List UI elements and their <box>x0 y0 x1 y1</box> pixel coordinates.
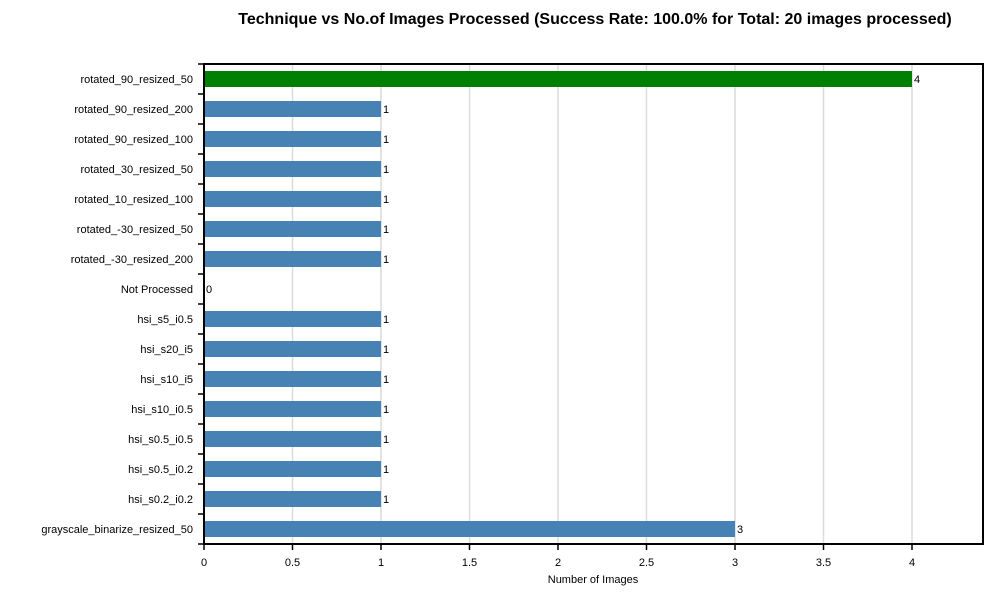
category-label: rotated_-30_resized_200 <box>71 254 193 266</box>
category-label: rotated_10_resized_100 <box>74 194 193 206</box>
x-tick-label: 1.5 <box>462 557 477 569</box>
x-axis-title: Number of Images <box>548 574 639 586</box>
value-label: 1 <box>383 374 389 386</box>
value-label: 1 <box>383 314 389 326</box>
bar <box>204 521 735 537</box>
x-tick-label: 2.5 <box>639 557 654 569</box>
value-label: 1 <box>383 254 389 266</box>
value-label: 0 <box>206 284 212 296</box>
x-tick-label: 3 <box>732 557 738 569</box>
bar <box>204 191 381 207</box>
bar <box>204 401 381 417</box>
category-label: hsi_s20_i5 <box>140 344 193 356</box>
category-label: hsi_s0.2_i0.2 <box>128 494 193 506</box>
category-label: hsi_s10_i0.5 <box>131 404 193 416</box>
value-label: 1 <box>383 344 389 356</box>
x-tick-label: 4 <box>909 557 915 569</box>
bars: 4 1 1 1 1 1 1 0 1 1 1 1 1 1 1 3 <box>204 71 920 537</box>
bar <box>204 251 381 267</box>
bar <box>204 101 381 117</box>
category-label: grayscale_binarize_resized_50 <box>41 524 193 536</box>
bar <box>204 311 381 327</box>
x-tick-label: 3.5 <box>816 557 831 569</box>
category-label: rotated_30_resized_50 <box>80 164 193 176</box>
bar <box>204 131 381 147</box>
plot-frame <box>203 63 984 545</box>
bar <box>204 71 912 87</box>
value-label: 3 <box>737 524 743 536</box>
category-label: Not Processed <box>121 284 193 296</box>
value-label: 1 <box>383 404 389 416</box>
value-label: 1 <box>383 224 389 236</box>
value-label: 4 <box>914 74 920 86</box>
bar <box>204 431 381 447</box>
x-tick-label: 0.5 <box>285 557 300 569</box>
value-label: 1 <box>383 434 389 446</box>
value-label: 1 <box>383 134 389 146</box>
category-label: rotated_90_resized_50 <box>80 74 193 86</box>
x-tick-label: 0 <box>201 557 207 569</box>
bar <box>204 161 381 177</box>
x-tick-label: 2 <box>555 557 561 569</box>
value-label: 1 <box>383 164 389 176</box>
category-label: hsi_s10_i5 <box>140 374 193 386</box>
bar <box>204 491 381 507</box>
value-label: 1 <box>383 494 389 506</box>
category-label: hsi_s0.5_i0.5 <box>128 434 193 446</box>
category-label: rotated_90_resized_200 <box>74 104 193 116</box>
value-label: 1 <box>383 104 389 116</box>
category-label: hsi_s5_i0.5 <box>137 314 193 326</box>
bar <box>204 221 381 237</box>
value-label: 1 <box>383 464 389 476</box>
category-label: rotated_90_resized_100 <box>74 134 193 146</box>
category-label: rotated_-30_resized_50 <box>77 224 193 236</box>
category-label: hsi_s0.5_i0.2 <box>128 464 193 476</box>
chart-title: Technique vs No.of Images Processed (Suc… <box>238 11 951 28</box>
value-label: 1 <box>383 194 389 206</box>
bar <box>204 461 381 477</box>
bar <box>204 341 381 357</box>
axes: 0 0.5 1 1.5 2 2.5 3 3.5 4 rotated_90_resized_50ro… <box>41 63 984 569</box>
x-tick-label: 1 <box>378 557 384 569</box>
bar <box>204 371 381 387</box>
